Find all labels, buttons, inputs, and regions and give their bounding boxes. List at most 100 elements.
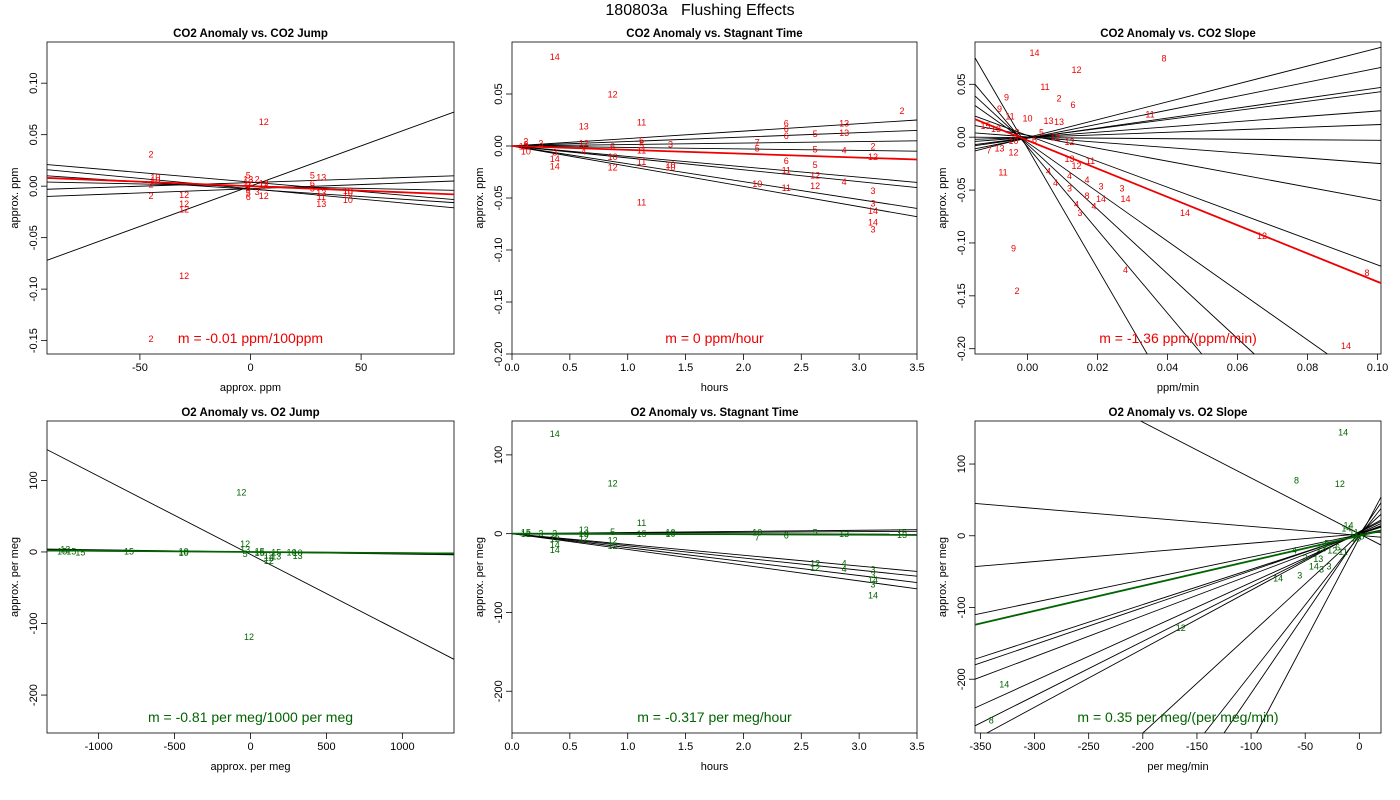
data-point-label: 10 [666,160,676,170]
data-point-label: 5 [813,129,818,139]
data-point-label: 12 [179,271,189,281]
data-point-label: 10 [666,528,676,538]
x-tick-label: 0.5 [562,362,577,374]
data-point-label: 12 [608,535,618,545]
data-point-label: 12 [264,553,274,563]
data-point-label: 12 [608,479,618,489]
data-point-label: 4 [1074,199,1079,209]
data-point-label: 14 [1309,561,1319,571]
data-point-label: 12 [1064,137,1074,147]
y-tick-label: -0.05 [956,178,968,203]
data-point-label: 11 [637,518,646,528]
data-point-label: 3 [255,187,260,197]
fit-line [511,145,918,152]
fit-line [974,115,1382,267]
data-point-label: 13 [1313,554,1323,564]
fit-line [974,525,1382,680]
data-point-label: 9 [997,104,1002,114]
data-point-label: 14 [1344,521,1354,531]
data-point-label: 14 [550,540,560,550]
data-point-label: 9 [1004,92,1009,102]
data-point-label: 3 [871,570,876,580]
y-tick-label: 100 [28,471,40,489]
data-point-label: 6 [784,124,789,134]
data-point-label: 4 [842,177,847,187]
data-point-label: 12 [244,632,254,642]
data-point-label: 13 [316,188,326,198]
data-point-label: 12 [810,558,820,568]
fit-line [511,533,918,583]
data-point-label: 12 [240,539,250,549]
data-point-label: 12 [608,541,618,551]
data-point-label: 4 [842,146,847,156]
x-tick-label: -150 [1186,741,1208,753]
data-point-label: 11 [1145,109,1154,119]
x-tick-label: 1.5 [678,362,693,374]
y-tick-label: 0.05 [28,124,40,145]
data-point-label: 3 [871,186,876,196]
data-point-label: 10 [343,188,353,198]
plot-frame [974,420,1382,734]
data-point-label: 11 [998,168,1007,178]
panel-title: CO2 Anomaly vs. CO2 Jump [173,28,328,40]
data-point-label: 13 [243,174,253,184]
data-point-label: 4 [1046,167,1051,177]
slope-annotation: m = -0.81 per meg/1000 per meg [148,709,353,725]
data-point-label: 13 [839,119,849,129]
data-point-label: 14 [1338,427,1348,437]
x-tick-label: 1.0 [620,362,635,374]
overall-fit-line [511,532,918,536]
fit-line [511,145,918,218]
y-tick-label: 0.00 [956,126,968,147]
data-point-label: 14 [1096,194,1106,204]
data-point-label: 3 [1327,561,1332,571]
fit-line [974,66,1382,150]
data-point-label: 2 [899,106,904,116]
data-point-label: 12 [60,545,70,555]
data-point-label: 10 [343,195,353,205]
overall-fit-line [46,549,455,555]
data-point-label: 14 [1273,574,1283,584]
data-point-label: 13 [1054,117,1064,127]
data-point-label: 13 [579,122,589,132]
data-point-label: 3 [668,139,673,149]
x-tick-label: -50 [1297,741,1313,753]
y-axis-label: approx. ppm [474,167,486,228]
data-point-label: 6 [1032,135,1037,145]
data-point-label: 13 [271,552,281,562]
y-tick-label: 0.05 [956,74,968,95]
fit-line [511,145,918,183]
y-tick-label: -0.15 [493,289,505,314]
data-point-label: 7 [755,137,760,147]
data-point-label: 12 [179,204,189,214]
y-tick-label: -0.15 [28,328,40,353]
fit-line [974,124,1382,140]
y-tick-label: -0.20 [956,336,968,361]
fit-line [974,110,1382,142]
data-point-label: 12 [868,152,878,162]
data-point-label: 10 [752,179,762,189]
x-tick-label: 0.00 [1017,362,1038,374]
fit-line [974,531,1382,568]
data-point-label: 15 [897,528,907,538]
data-point-label: 12 [264,550,274,560]
y-tick-label: -100 [956,596,968,618]
data-point-label: 14 [999,680,1009,690]
x-tick-label: -300 [1024,741,1046,753]
fit-line [511,533,918,590]
y-tick-label: -100 [493,601,505,623]
fit-line [511,533,918,572]
data-point-label: 5 [813,145,818,155]
y-axis-label: approx. per meg [474,537,486,617]
data-point-label: 3 [871,225,876,235]
data-point-label: 12 [259,191,269,201]
data-point-label: 5 [246,188,251,198]
data-point-label: 12 [810,171,820,181]
data-point-label: 5 [639,140,644,150]
data-point-label: 3 [1067,183,1072,193]
data-point-label: 3 [538,138,543,148]
data-point-label: 11 [637,198,646,208]
x-tick-label: 0.04 [1157,362,1178,374]
data-point-label: 4 [246,185,251,195]
